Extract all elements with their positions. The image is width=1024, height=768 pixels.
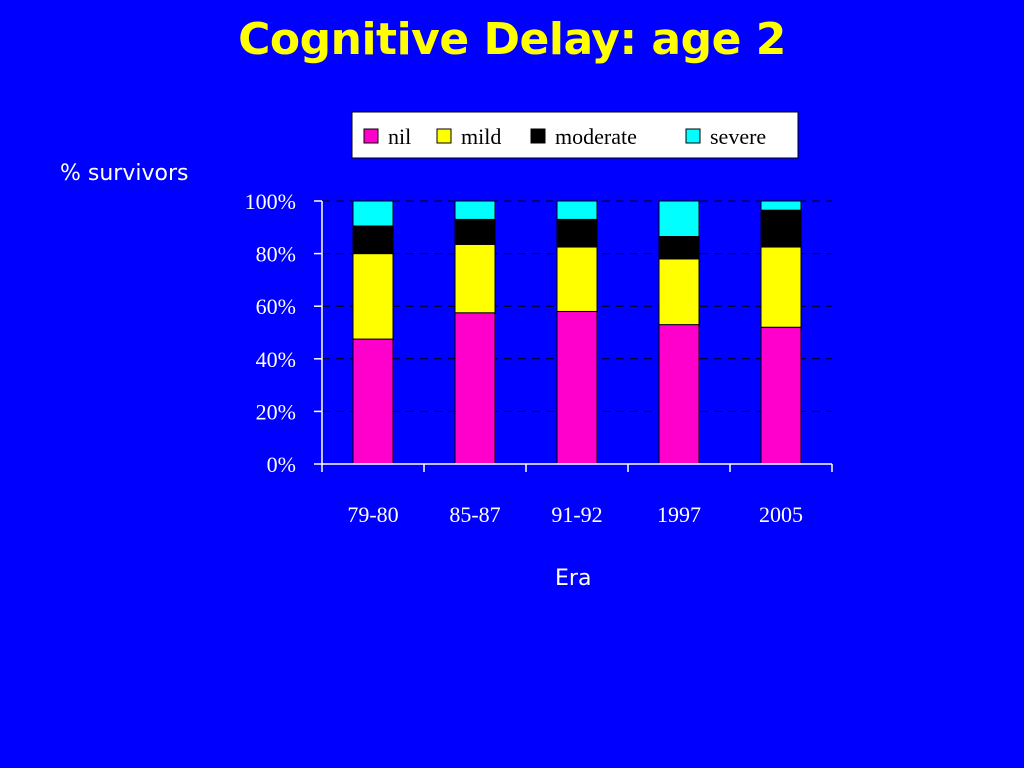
bar-segment-severe [556, 200, 598, 220]
y-tick-label: 60% [256, 294, 296, 319]
y-axis-label: % survivors [60, 161, 189, 186]
legend-label: nil [388, 124, 411, 149]
x-tick-label: 2005 [759, 502, 803, 527]
x-tick-label: 91-92 [551, 502, 602, 527]
bar-segment-moderate [658, 236, 700, 260]
x-tick-label: 1997 [657, 502, 701, 527]
bar-segment-moderate [760, 209, 802, 248]
bar-segment-severe [658, 200, 700, 238]
y-tick-label: 100% [245, 189, 296, 214]
legend-swatch [685, 128, 701, 144]
legend-swatch [530, 128, 546, 144]
bar-segment-moderate [352, 225, 394, 255]
legend: nil mild moderate severe [351, 111, 799, 159]
x-tick-label: 85-87 [449, 502, 500, 527]
bar-segment-nil [556, 310, 598, 465]
bar-segment-mild [454, 243, 496, 314]
bar-segment-nil [760, 326, 802, 465]
axes [314, 200, 833, 472]
y-tick-label: 0% [267, 452, 296, 477]
legend-swatch [363, 128, 379, 144]
x-tick-label: 79-80 [347, 502, 398, 527]
bar-segment-mild [352, 253, 394, 340]
legend-label: moderate [555, 124, 637, 149]
bars [352, 200, 802, 465]
bar-segment-nil [454, 312, 496, 465]
y-tick-label: 20% [256, 399, 296, 424]
legend-label: severe [710, 124, 766, 149]
bar-segment-moderate [556, 218, 598, 248]
y-tick-label: 80% [256, 242, 296, 267]
bar-segment-mild [556, 246, 598, 312]
page-title: Cognitive Delay: age 2 [238, 14, 786, 65]
x-axis-label: Era [555, 566, 592, 591]
bar-segment-nil [658, 324, 700, 465]
bar-segment-severe [352, 200, 394, 227]
bar-segment-mild [658, 258, 700, 326]
bar-segment-mild [760, 246, 802, 328]
legend-label: mild [461, 124, 501, 149]
tick-labels: 0% 20% 40% 60% 80% 100% 79-80 85-87 91-92 1997 200… [245, 189, 803, 527]
legend-box [351, 111, 799, 159]
legend-swatch [436, 128, 452, 144]
bar-segment-severe [760, 200, 802, 211]
y-tick-label: 40% [256, 347, 296, 372]
bar-segment-moderate [454, 218, 496, 245]
bar-segment-severe [454, 200, 496, 220]
bar-segment-nil [352, 338, 394, 465]
